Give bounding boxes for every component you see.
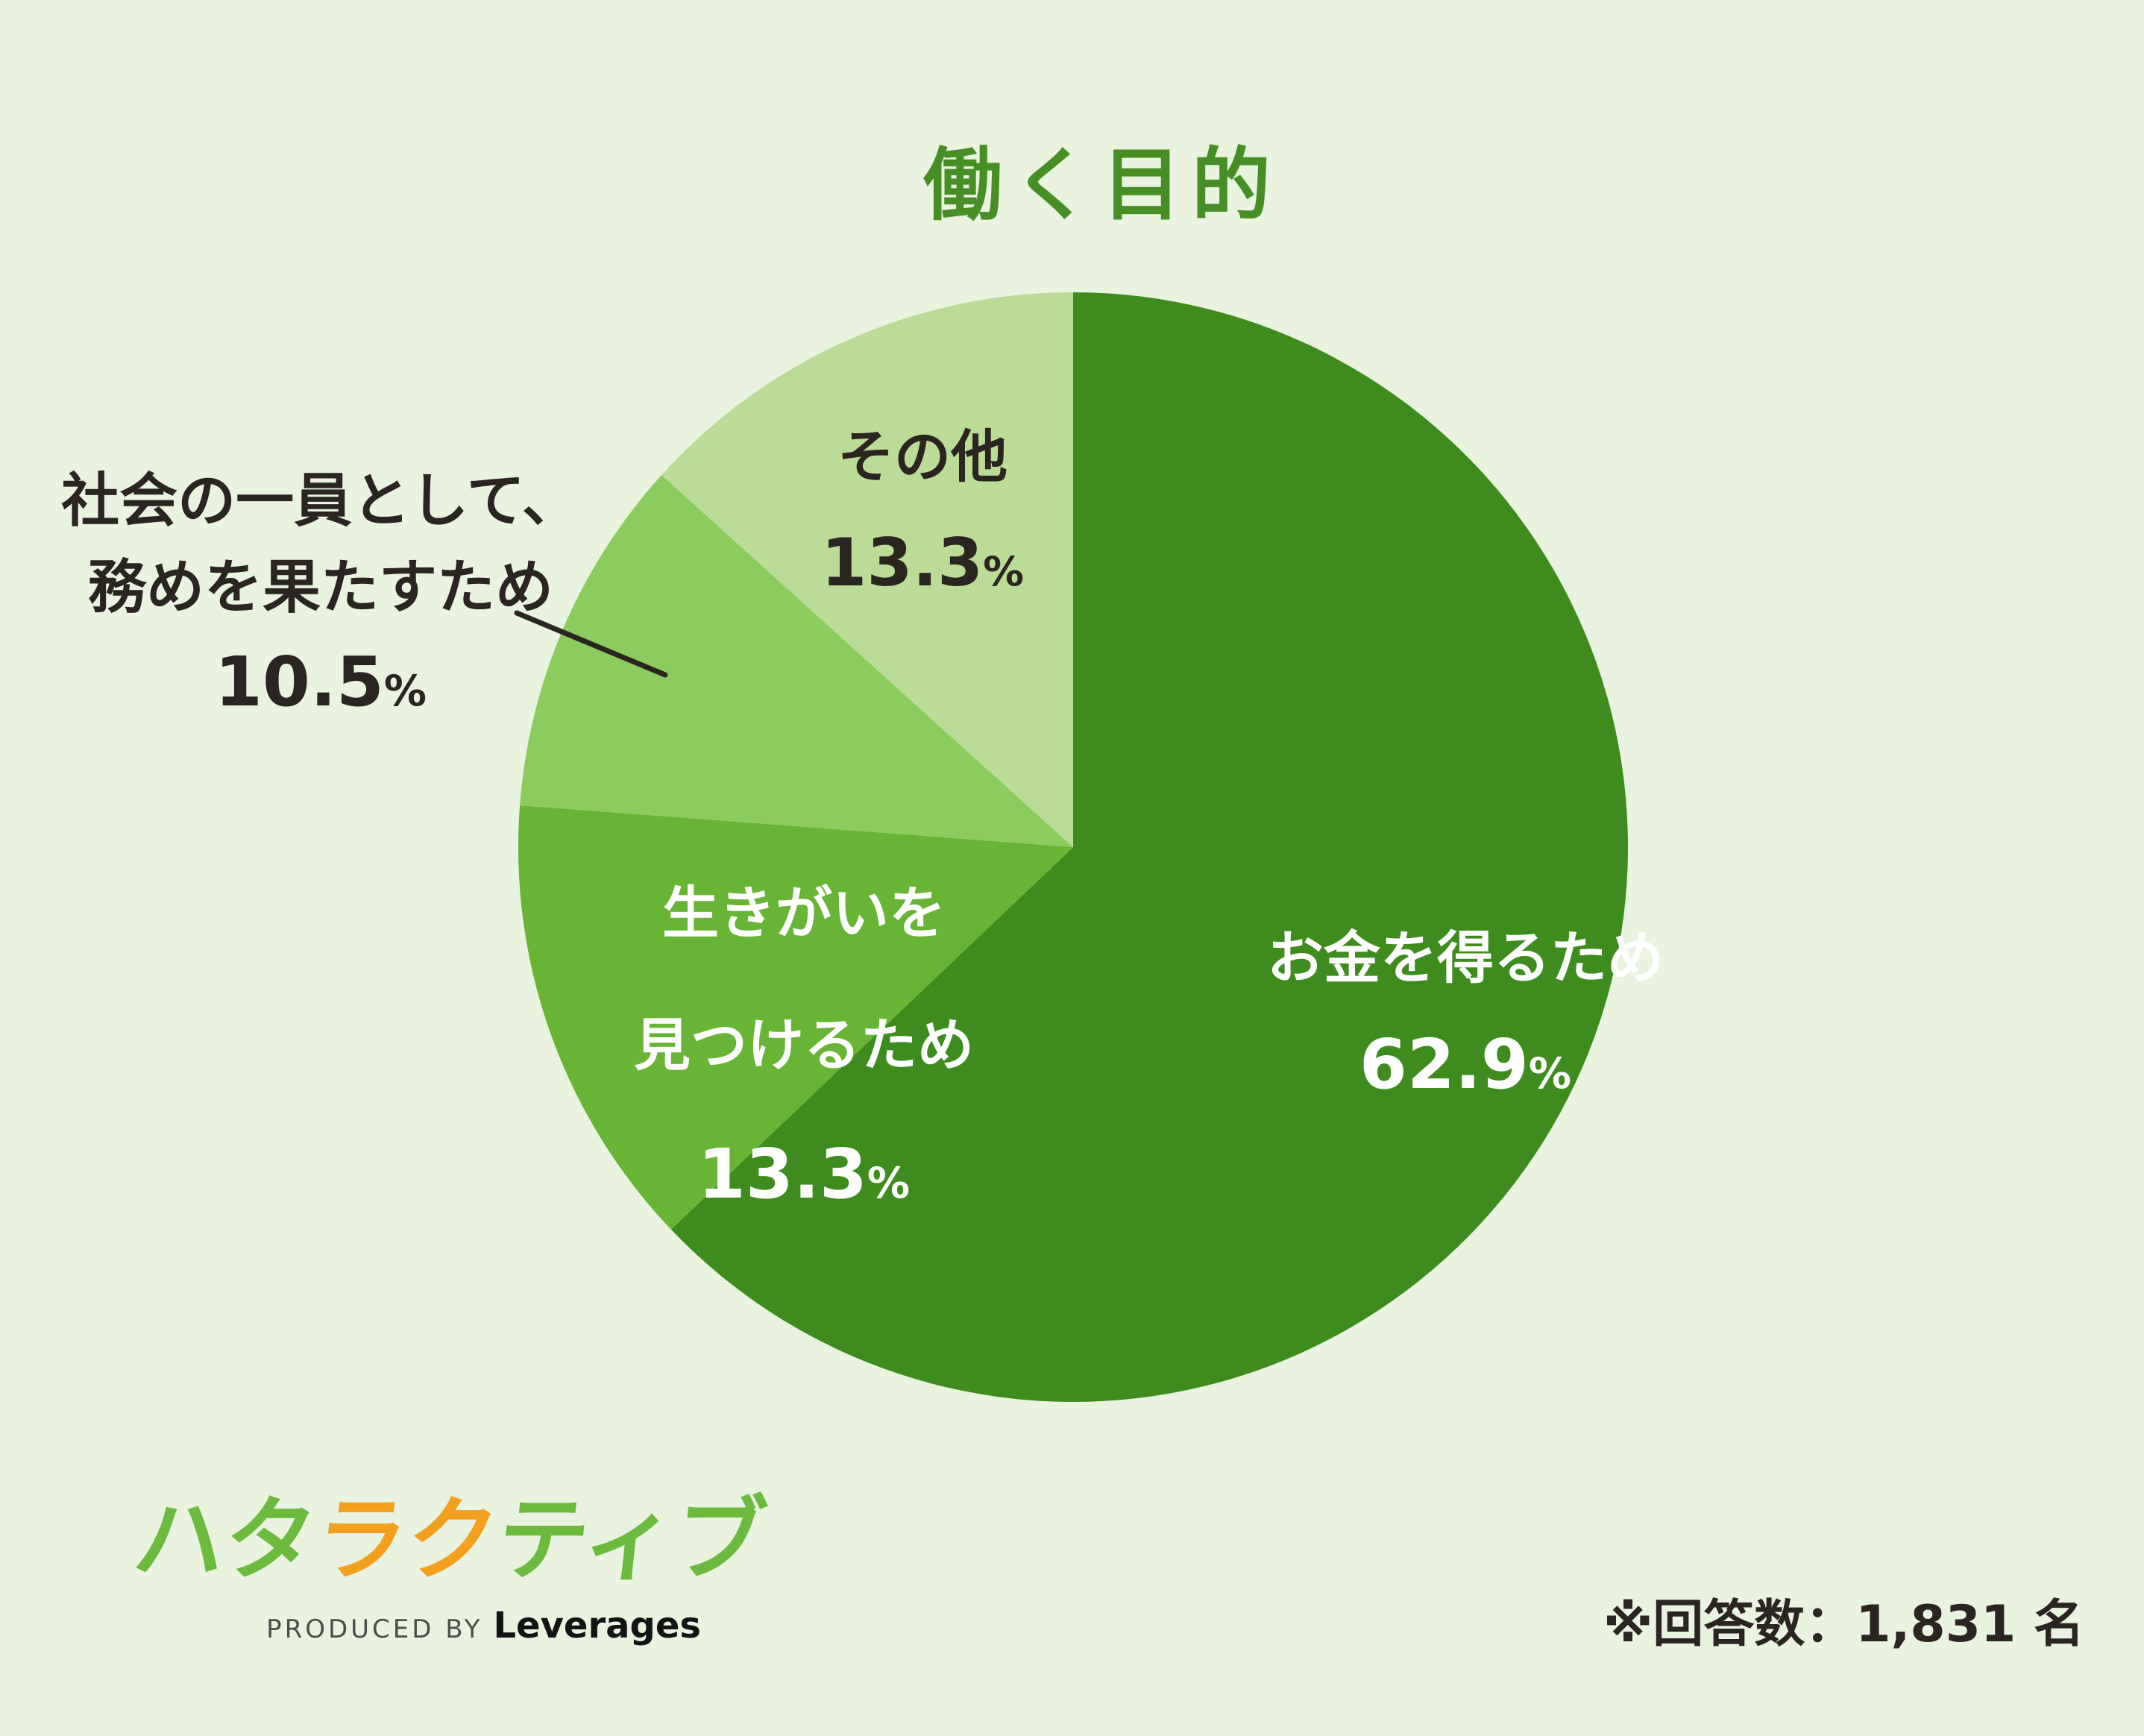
- percent-value: 10.5: [214, 642, 384, 722]
- logo-kana-part3: ティブ: [492, 1487, 771, 1593]
- pie-slice-4: [661, 292, 1073, 847]
- respondent-count-note: ※回答数：1,831 名: [1603, 1595, 2084, 1654]
- slice-label-money-percent: 62.9%: [1267, 1025, 1664, 1114]
- slice-label-ikigai-text-line2: 見つけるため: [634, 1012, 974, 1078]
- slice-label-shakai: 社会の一員として、 務めを果たすため 10.5%: [61, 468, 580, 732]
- slice-label-sonota-percent: 13.3%: [821, 524, 1024, 610]
- percent-sign: %: [983, 547, 1024, 595]
- leader-line: [514, 610, 668, 678]
- logo-wordmark: ハタラクティブ: [128, 1487, 771, 1593]
- percent-value: 13.3: [821, 524, 984, 601]
- company-name: Leverages: [493, 1605, 701, 1647]
- slice-label-money: お金を得るため 62.9%: [1267, 925, 1664, 1114]
- slice-label-ikigai: 生きがいを 見つけるため 13.3%: [634, 880, 974, 1224]
- slice-label-shakai-percent: 10.5%: [61, 642, 580, 732]
- percent-value: 13.3: [697, 1134, 867, 1214]
- logo-byline: PRODUCED BY Leverages: [129, 1605, 701, 1647]
- percent-sign: %: [867, 1159, 911, 1208]
- hatarakutive-logo: ハタラクティブ PRODUCED BY Leverages: [128, 1487, 771, 1647]
- logo-kana-part1: ハタ: [128, 1487, 322, 1593]
- slice-label-shakai-text-line1: 社会の一員として、: [61, 468, 580, 535]
- percent-sign: %: [1528, 1049, 1572, 1098]
- logo-kana-part2: ラク: [310, 1487, 504, 1593]
- slice-label-money-text: お金を得るため: [1267, 925, 1664, 991]
- pie-slice-1: [670, 292, 1629, 1402]
- pie-slice-2: [518, 805, 1073, 1230]
- slice-label-sonota: その他 13.3%: [821, 424, 1024, 610]
- slice-label-sonota-text: その他: [837, 424, 1007, 490]
- percent-sign: %: [383, 667, 427, 716]
- percent-value: 62.9: [1359, 1025, 1529, 1104]
- pie-slices-group: [518, 292, 1629, 1402]
- page-title: 働く目的: [923, 139, 1281, 231]
- slice-label-ikigai-percent: 13.3%: [634, 1134, 974, 1224]
- pie-slice-3: [520, 475, 1073, 847]
- slice-label-ikigai-text-line1: 生きがいを: [662, 880, 946, 946]
- produced-by-label: PRODUCED BY: [266, 1614, 483, 1644]
- slice-label-shakai-text-line2: 務めを果たすため: [87, 554, 554, 621]
